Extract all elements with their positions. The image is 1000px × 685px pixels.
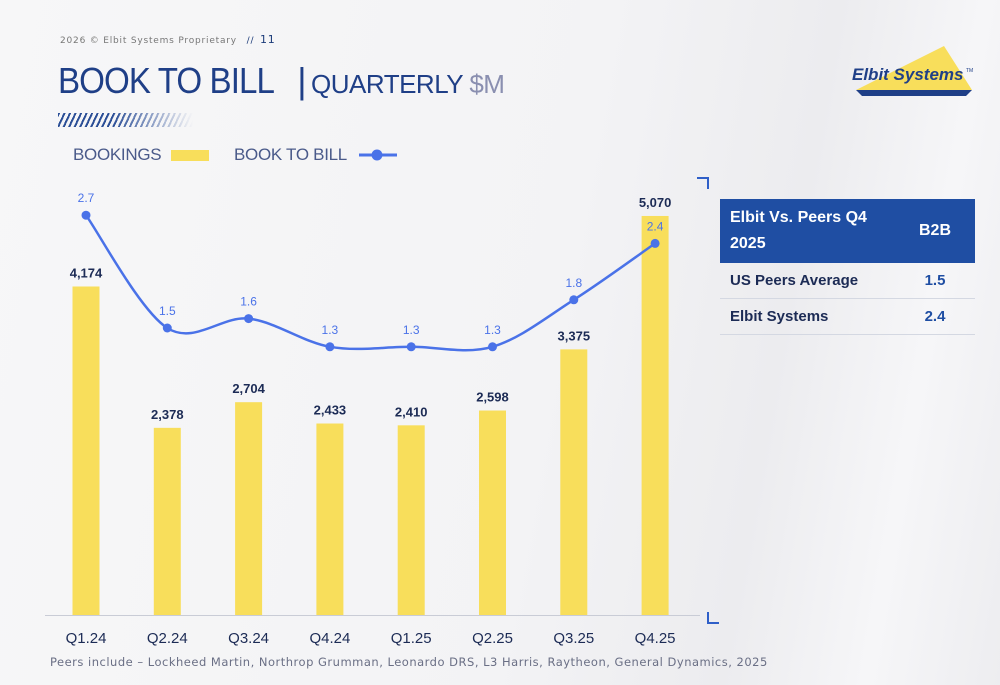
bar-label: 3,375: [558, 328, 591, 343]
peers-table: Elbit Vs. Peers Q4 2025 B2B US Peers Ave…: [720, 199, 975, 335]
logo-text: Elbit Systems: [852, 65, 964, 84]
x-tick-label: Q4.24: [309, 630, 350, 647]
b2b-point-Q3.25: [569, 295, 579, 305]
b2b-point-Q4.25: [650, 238, 660, 248]
title-bar: |: [297, 60, 307, 101]
b2b-point-Q2.25: [488, 342, 497, 352]
bar-label: 2,410: [395, 404, 428, 419]
page-title: BOOK TO BILL | QUARTERLY $M: [58, 60, 505, 102]
x-tick-label: Q4.25: [635, 630, 676, 647]
x-tick-label: Q2.25: [472, 630, 513, 647]
b2b-point-Q4.24: [325, 342, 335, 352]
title-sub-text: QUARTERLY: [311, 69, 463, 99]
legend-bookings-swatch: [171, 149, 210, 161]
legend-bookings: BOOKINGS: [73, 145, 210, 165]
x-tick-label: Q2.24: [147, 630, 188, 647]
bar-label: 2,378: [151, 407, 184, 422]
b2b-label: 1.6: [240, 295, 257, 309]
b2b-point-Q1.25: [406, 342, 416, 352]
bar-Q4.24: [316, 423, 344, 615]
table-row: US Peers Average 1.5: [720, 263, 975, 299]
b2b-point-Q3.24: [244, 314, 254, 324]
logo-tm: TM: [966, 68, 973, 74]
title-sub: QUARTERLY $M: [311, 69, 505, 99]
elbit-logo: Elbit Systems TM: [852, 46, 973, 96]
bar-label: 2,704: [232, 381, 265, 396]
table-row: Elbit Systems 2.4: [720, 298, 975, 335]
bar-Q1.25: [397, 425, 425, 615]
legend-b2b-label: BOOK TO BILL: [234, 145, 347, 164]
bracket-top: [697, 177, 709, 189]
b2b-point-Q1.24: [81, 210, 91, 220]
bar-Q1.24: [72, 286, 100, 615]
x-tick-label: Q1.25: [391, 630, 432, 647]
bar-label: 2,433: [314, 403, 347, 418]
b2b-label: 2.7: [78, 191, 95, 205]
b2b-label: 2.4: [647, 219, 664, 233]
bar-Q3.24: [235, 402, 263, 615]
copyright-line: 2026 © Elbit Systems Proprietary // 11: [60, 33, 276, 46]
peers-row-label: US Peers Average: [720, 263, 895, 299]
footnote: Peers include – Lockheed Martin, Northro…: [50, 655, 768, 669]
legend-b2b-swatch: [358, 149, 397, 161]
b2b-label: 1.3: [322, 323, 339, 337]
b2b-label: 1.3: [484, 323, 501, 337]
peers-row-value: 2.4: [895, 298, 975, 335]
b2b-label: 1.5: [159, 304, 176, 318]
page-number: 11: [259, 33, 276, 46]
peers-header-label: Elbit Vs. Peers Q4 2025: [730, 209, 867, 252]
bracket-bottom: [707, 612, 719, 624]
x-tick-label: Q1.24: [66, 630, 107, 647]
bar-label: 4,174: [70, 265, 103, 280]
bar-Q4.25: [641, 215, 669, 615]
bar-label: 2,598: [476, 390, 509, 405]
bar-Q3.25: [560, 349, 588, 615]
bar-Q2.25: [479, 410, 506, 615]
peers-row-label: Elbit Systems: [720, 298, 895, 335]
peers-row-value: 1.5: [895, 263, 975, 299]
title-currency: $M: [469, 69, 505, 99]
bar-label: 5,070: [639, 195, 672, 210]
peers-header-value: B2B: [918, 222, 951, 239]
b2b-point-Q2.24: [162, 323, 172, 333]
page-separator: //: [246, 36, 255, 46]
b2b-label: 1.8: [565, 276, 582, 290]
bar-Q2.24: [153, 427, 181, 615]
b2b-label: 1.3: [403, 323, 420, 337]
x-tick-label: Q3.25: [553, 630, 594, 647]
legend-b2b: BOOK TO BILL: [234, 145, 399, 165]
x-tick-label: Q3.24: [228, 630, 269, 647]
legend-bookings-label: BOOKINGS: [73, 145, 162, 164]
copyright-text: 2026 © Elbit Systems Proprietary: [60, 36, 237, 46]
decorative-stripe: [58, 113, 193, 127]
title-main: BOOK TO BILL: [58, 60, 275, 101]
peers-table-header: Elbit Vs. Peers Q4 2025 B2B: [720, 199, 975, 263]
